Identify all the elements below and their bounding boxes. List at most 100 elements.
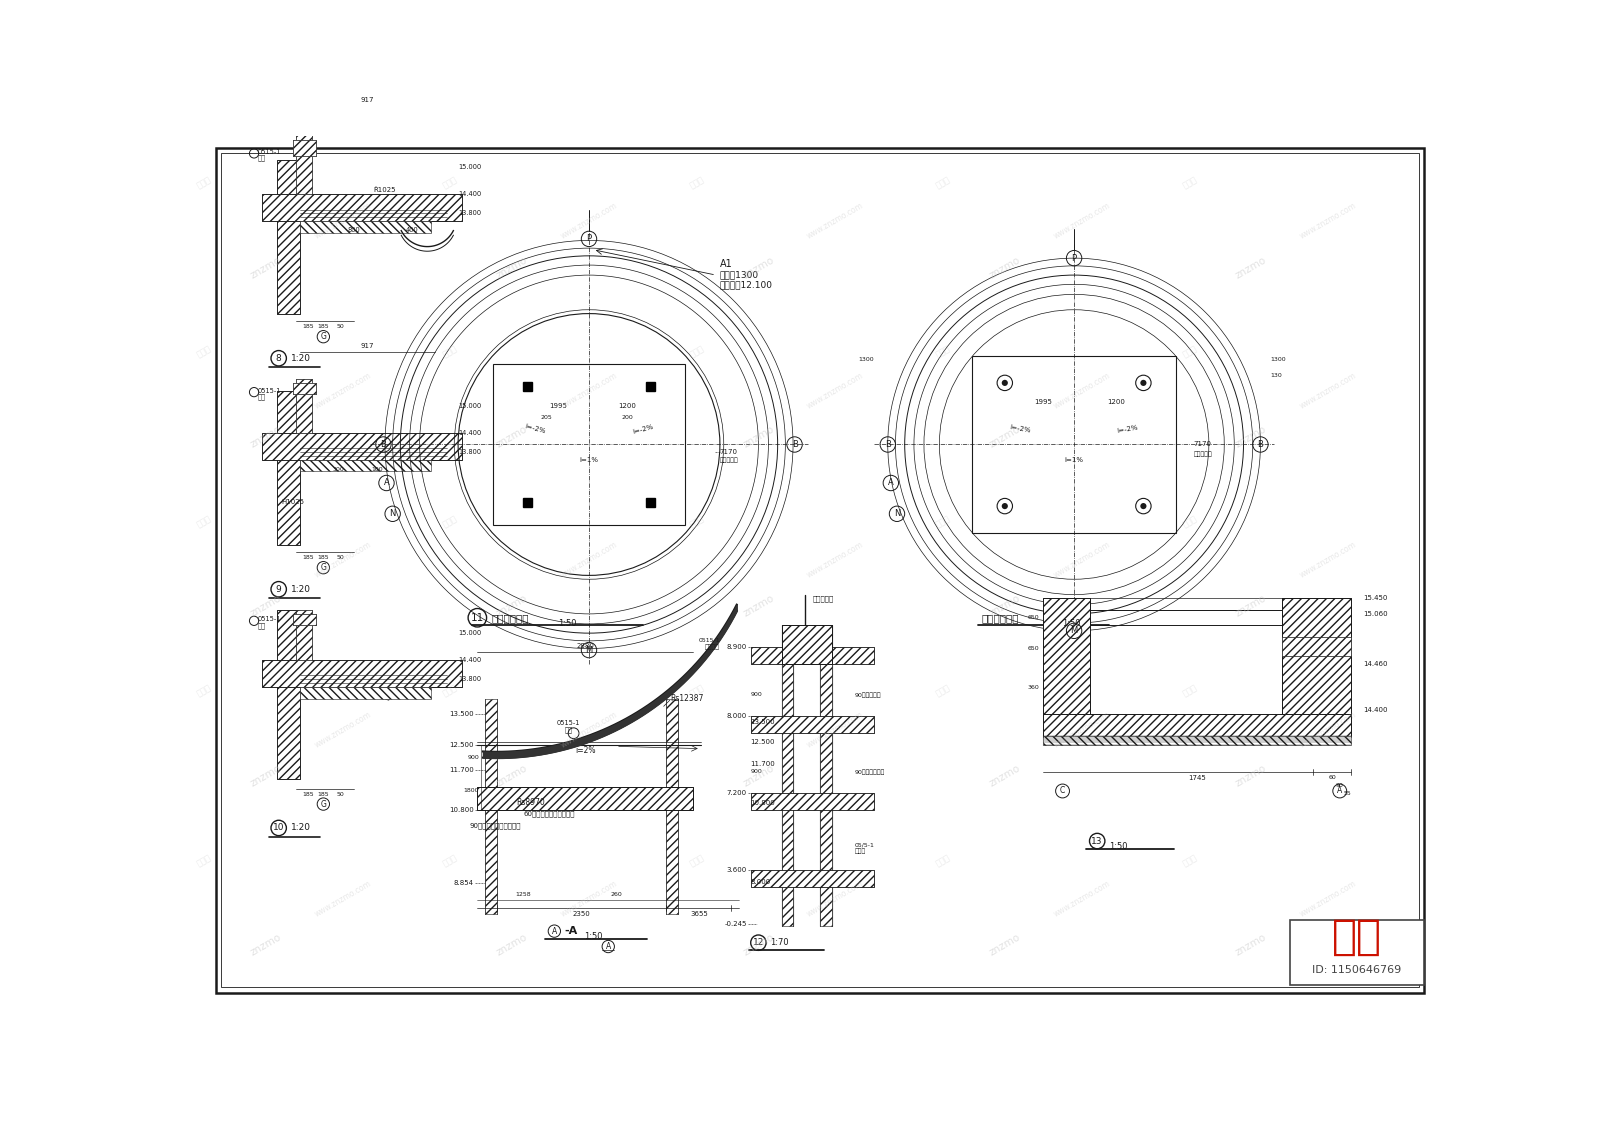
Text: 14.400: 14.400 — [458, 191, 482, 197]
Text: 平屋脊标高: 平屋脊标高 — [1194, 451, 1213, 457]
Text: 14.400: 14.400 — [458, 657, 482, 663]
Text: Ḣ1025: Ḣ1025 — [282, 499, 304, 506]
Text: 知末网: 知末网 — [934, 853, 952, 867]
Text: 917: 917 — [360, 96, 374, 103]
Bar — [296, 379, 312, 433]
Bar — [1043, 714, 1352, 737]
Bar — [293, 140, 315, 156]
Text: 栏杆高1300: 栏杆高1300 — [720, 270, 758, 279]
Text: 60厉玻璃棉板耐防火保温: 60厉玻璃棉板耐防火保温 — [523, 811, 574, 818]
Bar — [277, 159, 301, 313]
Bar — [750, 716, 874, 733]
Text: znzmo: znzmo — [741, 594, 776, 619]
Text: 50: 50 — [336, 555, 344, 560]
Bar — [296, 379, 312, 433]
Text: www.znzmo.com: www.znzmo.com — [558, 201, 619, 241]
Text: www.znzmo.com: www.znzmo.com — [558, 879, 619, 918]
Bar — [293, 614, 315, 625]
Text: 650: 650 — [1027, 615, 1040, 620]
Bar — [1282, 598, 1352, 714]
Text: 知末网: 知末网 — [1181, 175, 1198, 190]
Bar — [277, 390, 301, 545]
Bar — [277, 610, 301, 779]
Text: 1258: 1258 — [515, 891, 531, 897]
Text: 10.800: 10.800 — [750, 800, 776, 805]
Text: www.znzmo.com: www.znzmo.com — [805, 541, 866, 580]
Text: 185: 185 — [317, 792, 330, 796]
Text: 1745: 1745 — [1189, 775, 1206, 780]
Text: 1:50: 1:50 — [1109, 841, 1128, 851]
Text: 13.800: 13.800 — [458, 210, 482, 216]
Bar — [750, 647, 874, 664]
Text: 1800: 1800 — [464, 787, 478, 793]
Text: 1:20: 1:20 — [291, 585, 310, 594]
Text: 知末网: 知末网 — [1181, 345, 1198, 360]
Text: znzmo: znzmo — [494, 424, 530, 450]
Text: 11.700: 11.700 — [448, 767, 474, 774]
Bar — [262, 433, 462, 460]
Bar — [646, 382, 656, 391]
Text: 知末网: 知末网 — [1181, 513, 1198, 529]
Text: znzmo: znzmo — [741, 424, 776, 450]
Text: 1:50: 1:50 — [1062, 619, 1082, 628]
Text: P: P — [587, 234, 592, 243]
Text: i=1%: i=1% — [1064, 457, 1083, 463]
Bar — [277, 159, 301, 313]
Bar — [301, 460, 430, 472]
Text: znzmo: znzmo — [987, 424, 1022, 450]
Text: 05/5-1
客房板: 05/5-1 客房板 — [854, 843, 875, 855]
Text: 1995: 1995 — [1034, 399, 1053, 405]
Text: www.znzmo.com: www.znzmo.com — [1051, 541, 1112, 580]
Bar — [666, 699, 677, 914]
Bar — [1282, 598, 1352, 714]
Text: 泛水: 泛水 — [258, 394, 266, 400]
Bar — [1282, 637, 1352, 656]
Text: 知末网: 知末网 — [934, 175, 952, 190]
Text: 12: 12 — [752, 939, 765, 947]
Text: 知末网: 知末网 — [195, 513, 213, 529]
Bar — [781, 625, 832, 664]
Text: 360: 360 — [1027, 684, 1040, 690]
Text: 900: 900 — [467, 756, 478, 760]
Text: 1300: 1300 — [1270, 357, 1286, 362]
Text: www.znzmo.com: www.znzmo.com — [558, 709, 619, 749]
Bar — [293, 140, 315, 156]
Bar — [277, 390, 301, 545]
Text: 13.800: 13.800 — [458, 449, 482, 455]
Text: A: A — [606, 942, 611, 951]
Text: 知末网: 知末网 — [195, 853, 213, 867]
Text: 3655: 3655 — [690, 912, 707, 917]
Text: 13.800: 13.800 — [458, 676, 482, 682]
Text: 0515-1: 0515-1 — [557, 720, 579, 726]
Text: www.znzmo.com: www.znzmo.com — [1051, 879, 1112, 918]
Text: -A: -A — [565, 926, 578, 936]
Text: 15.000: 15.000 — [458, 403, 482, 409]
Text: C: C — [1059, 786, 1066, 795]
Text: 知末: 知末 — [1331, 916, 1382, 958]
Bar — [493, 364, 685, 525]
Text: znzmo: znzmo — [248, 932, 283, 958]
Text: G: G — [320, 800, 326, 809]
Text: znzmo: znzmo — [494, 932, 530, 958]
Text: G: G — [320, 563, 326, 572]
Text: 知末网: 知末网 — [934, 513, 952, 529]
Text: 1:70: 1:70 — [770, 939, 789, 947]
Text: 10.800: 10.800 — [448, 808, 474, 813]
Text: 1200: 1200 — [1107, 399, 1125, 405]
Text: G: G — [320, 333, 326, 342]
Text: znzmo: znzmo — [1234, 932, 1269, 958]
Text: A: A — [1338, 786, 1342, 795]
Text: 3.600: 3.600 — [726, 867, 747, 873]
Text: 90厉隐层幕墙: 90厉隐层幕墙 — [854, 692, 882, 698]
Text: 0515-1: 0515-1 — [258, 149, 282, 155]
Bar — [296, 124, 312, 195]
Text: Rs12387: Rs12387 — [670, 694, 704, 703]
Text: B: B — [1258, 440, 1264, 449]
Text: N: N — [894, 509, 901, 518]
Bar — [1043, 735, 1352, 745]
Bar — [1282, 637, 1352, 656]
Circle shape — [1141, 380, 1147, 386]
Text: 8.000: 8.000 — [750, 879, 771, 884]
Text: 知末网: 知末网 — [1181, 683, 1198, 699]
Text: www.znzmo.com: www.znzmo.com — [312, 541, 373, 580]
